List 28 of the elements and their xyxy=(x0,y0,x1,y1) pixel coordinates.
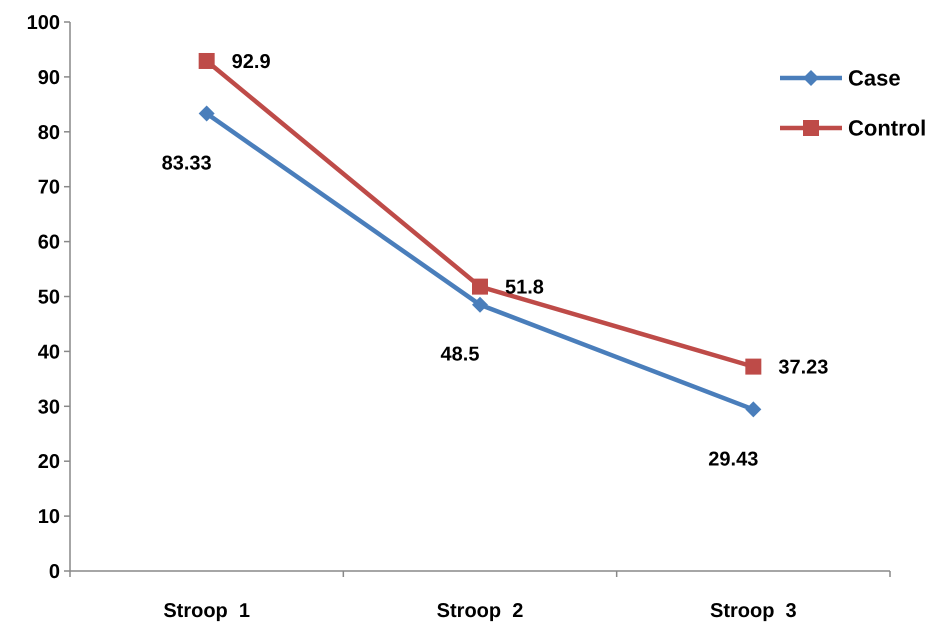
y-tick-label: 20 xyxy=(38,451,60,474)
point xyxy=(472,296,488,313)
y-tick-label: 30 xyxy=(38,396,60,418)
point xyxy=(745,358,762,375)
y-tick-label: 100 xyxy=(26,12,60,34)
y-tick-label: 90 xyxy=(38,66,60,89)
data-label: 92.9 xyxy=(232,50,271,73)
data-label: 37.23 xyxy=(778,356,828,379)
y-tick-label: 50 xyxy=(38,286,60,308)
legend-label: Control xyxy=(848,116,926,141)
point xyxy=(745,401,762,418)
y-tick-label: 10 xyxy=(38,506,60,528)
data-label: 48.5 xyxy=(440,344,480,366)
point xyxy=(472,278,488,295)
data-label: 51.8 xyxy=(505,276,544,299)
y-tick-label: 40 xyxy=(38,341,60,364)
x-tick-label: Stroop 3 xyxy=(710,600,797,622)
point xyxy=(198,52,215,69)
data-label: 29.43 xyxy=(708,448,758,470)
legend-label: Case xyxy=(848,66,901,91)
y-tick-label: 80 xyxy=(38,122,60,144)
y-tick-label: 0 xyxy=(48,561,60,583)
point xyxy=(198,106,215,122)
data-label: 83.33 xyxy=(162,152,212,175)
y-tick-label: 60 xyxy=(38,232,60,254)
y-tick-label: 70 xyxy=(38,176,60,199)
x-tick-label: Stroop 2 xyxy=(436,600,524,622)
x-tick-label: Stroop 1 xyxy=(163,600,250,622)
